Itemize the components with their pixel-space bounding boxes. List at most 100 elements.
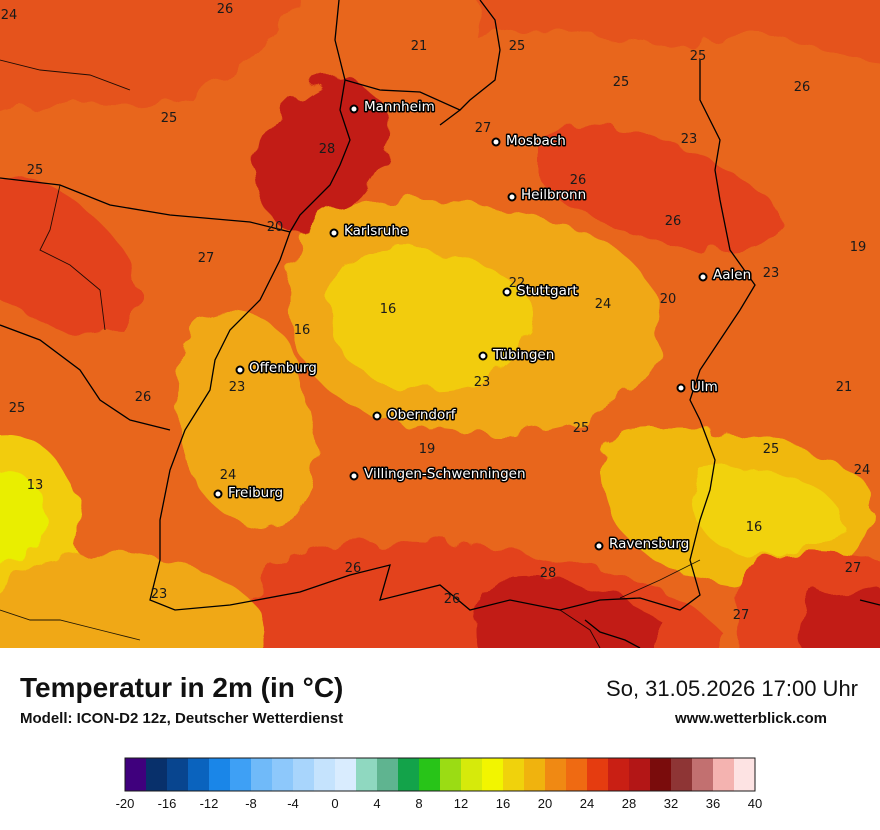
city-dot xyxy=(594,541,604,551)
city-label: Heilbronn xyxy=(521,187,586,203)
legend-frame xyxy=(124,757,756,792)
temp-value: 25 xyxy=(763,442,780,457)
city-dot xyxy=(349,471,359,481)
city-label: Freiburg xyxy=(228,485,283,501)
legend-swatch xyxy=(503,758,525,791)
temp-value: 20 xyxy=(660,292,677,307)
temp-value: 19 xyxy=(419,442,436,457)
legend-swatch xyxy=(419,758,441,791)
temp-value: 25 xyxy=(161,111,178,126)
legend-swatch xyxy=(209,758,231,791)
legend-swatch xyxy=(545,758,567,791)
forecast-datetime: So, 31.05.2026 17:00 Uhr xyxy=(606,676,858,701)
city-dot xyxy=(698,272,708,282)
city-label: Ravensburg xyxy=(609,536,689,552)
temp-value: 25 xyxy=(573,421,590,436)
city-villingen-schwenningen: Villingen-Schwenningen xyxy=(349,465,527,484)
city-dot xyxy=(213,489,223,499)
temp-value: 24 xyxy=(220,468,237,483)
city-label: Stuttgart xyxy=(517,283,578,299)
temp-value: 25 xyxy=(27,163,44,178)
city-ulm: Ulm xyxy=(676,378,719,397)
city-dot xyxy=(491,137,501,147)
temp-value: 27 xyxy=(845,561,862,576)
legend-tick-label: 8 xyxy=(415,796,422,811)
legend-swatch xyxy=(146,758,168,791)
legend-swatch xyxy=(125,758,147,791)
temp-value: 26 xyxy=(794,80,811,95)
legend-swatch xyxy=(230,758,252,791)
legend-tick-label: -8 xyxy=(245,796,257,811)
website-link[interactable]: www.wetterblick.com xyxy=(675,710,827,727)
city-dot xyxy=(478,351,488,361)
legend-tick-label: 32 xyxy=(664,796,678,811)
city-dot xyxy=(676,383,686,393)
temp-value: 25 xyxy=(690,49,707,64)
legend-tick-label: -20 xyxy=(116,796,135,811)
temp-value: 23 xyxy=(474,375,491,390)
legend-tick-label: -4 xyxy=(287,796,299,811)
temp-value: 22 xyxy=(509,276,526,291)
temp-value: 27 xyxy=(475,121,492,136)
temp-value: 26 xyxy=(665,214,682,229)
city-label: Ulm xyxy=(691,379,718,395)
legend-swatch xyxy=(650,758,672,791)
temp-value: 13 xyxy=(27,478,44,493)
legend-swatch xyxy=(713,758,735,791)
temp-value: 19 xyxy=(850,240,867,255)
legend-tick-label: 0 xyxy=(331,796,338,811)
temp-value: 23 xyxy=(229,380,246,395)
legend-swatch xyxy=(314,758,336,791)
legend-swatch xyxy=(482,758,504,791)
temp-value: 16 xyxy=(746,520,763,535)
legend-swatch xyxy=(608,758,630,791)
legend-swatch xyxy=(629,758,651,791)
legend-swatch xyxy=(356,758,378,791)
legend-tick-label: 4 xyxy=(373,796,380,811)
city-stuttgart: Stuttgart xyxy=(502,282,579,301)
temp-value: 20 xyxy=(267,220,284,235)
temperature-field xyxy=(0,0,880,648)
temp-value: 26 xyxy=(345,561,362,576)
city-markers: Mannheim Mosbach Heilbronn Karlsruhe Stu… xyxy=(213,98,753,554)
legend-tick-label: 20 xyxy=(538,796,552,811)
temp-value: 27 xyxy=(733,608,750,623)
city-mannheim: Mannheim xyxy=(349,98,436,117)
temp-value: 24 xyxy=(854,463,871,478)
legend-tick-label: -12 xyxy=(200,796,219,811)
temp-value: 26 xyxy=(217,2,234,17)
city-dot xyxy=(235,365,245,375)
legend-swatch xyxy=(692,758,714,791)
legend-swatch xyxy=(377,758,399,791)
temperature-map: 24 26 21 25 25 26 25 27 23 28 25 26 20 2… xyxy=(0,0,880,648)
temp-value: 28 xyxy=(319,142,336,157)
legend-swatches xyxy=(124,757,756,792)
temp-value: 24 xyxy=(1,8,18,23)
city-offenburg: Offenburg xyxy=(235,359,318,378)
city-aalen: Aalen xyxy=(698,266,753,285)
city-dot xyxy=(329,228,339,238)
city-heilbronn: Heilbronn xyxy=(507,186,588,205)
legend-tick-label: -16 xyxy=(158,796,177,811)
legend-swatch xyxy=(524,758,546,791)
legend-swatch xyxy=(587,758,609,791)
temp-value: 26 xyxy=(570,173,587,188)
legend-swatch xyxy=(734,758,756,791)
temp-value: 23 xyxy=(763,266,780,281)
temp-value: 21 xyxy=(836,380,853,395)
legend-swatch xyxy=(335,758,357,791)
city-label: Aalen xyxy=(713,267,751,283)
legend-swatch xyxy=(293,758,315,791)
temp-value: 26 xyxy=(444,592,461,607)
city-label: Mosbach xyxy=(506,133,566,149)
city-dot xyxy=(372,411,382,421)
legend-swatch xyxy=(398,758,420,791)
city-dot xyxy=(349,104,359,114)
temp-value: 23 xyxy=(681,132,698,147)
city-oberndorf: Oberndorf xyxy=(372,406,458,425)
city-mosbach: Mosbach xyxy=(491,132,567,151)
legend-tick-label: 16 xyxy=(496,796,510,811)
border-lines xyxy=(0,0,880,648)
city-label: Mannheim xyxy=(364,99,435,115)
legend-swatch xyxy=(188,758,210,791)
